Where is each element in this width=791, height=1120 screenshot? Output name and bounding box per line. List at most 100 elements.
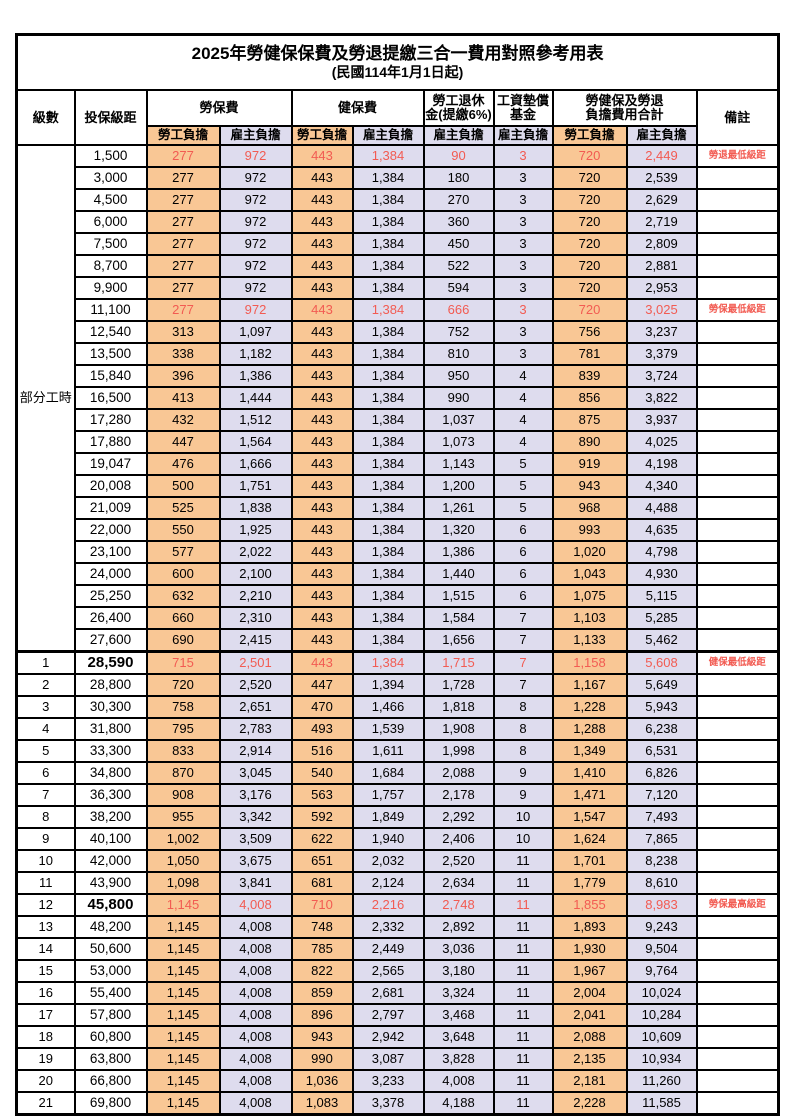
amount-cell: 3 [492,276,554,300]
amount-cell: 1,384 [351,386,425,410]
amount-cell: 1,145 [145,1003,221,1027]
amount-cell: 720 [551,276,628,300]
amount-cell: 2,022 [218,540,293,564]
amount-cell: 2,088 [551,1025,628,1049]
amount-cell: 2,651 [218,695,293,719]
subheader-labor-employer: 雇主負擔 [218,125,293,146]
amount-cell: 2,914 [218,739,293,763]
amount-cell: 1,386 [218,364,293,388]
amount-cell: 443 [290,254,354,278]
bracket-cell: 45,800 [73,893,148,917]
remark-cell [695,276,780,300]
amount-cell: 4,188 [422,1091,495,1116]
amount-cell: 1,624 [551,827,628,851]
amount-cell: 3,648 [422,1025,495,1049]
remark-cell [695,805,780,829]
amount-cell: 11 [492,1091,554,1116]
bracket-cell: 69,800 [73,1091,148,1116]
amount-cell: 4,008 [218,893,293,917]
col-header-remark: 備註 [695,89,780,146]
amount-cell: 4,008 [218,1025,293,1049]
amount-cell: 1,855 [551,893,628,917]
table-row: 13,500 338 1,182 443 1,384 810 3 781 3,379 [17,342,780,366]
amount-cell: 443 [290,320,354,344]
remark-cell [695,1003,780,1027]
amount-cell: 1,133 [551,628,628,653]
amount-cell: 10,609 [625,1025,698,1049]
amount-cell: 5,285 [625,606,698,630]
amount-cell: 5,943 [625,695,698,719]
amount-cell: 338 [145,342,221,366]
amount-cell: 1,384 [351,188,425,212]
table-row: 23,100 577 2,022 443 1,384 1,386 6 1,020 4,798 [17,540,780,564]
amount-cell: 1,384 [351,452,425,476]
remark-cell [695,452,780,476]
amount-cell: 1,967 [551,959,628,983]
amount-cell: 720 [551,144,628,168]
amount-cell: 6,238 [625,717,698,741]
amount-cell: 443 [290,188,354,212]
amount-cell: 11 [492,1047,554,1071]
bracket-cell: 42,000 [73,849,148,873]
level-cell: 7 [15,783,76,807]
amount-cell: 781 [551,342,628,366]
amount-cell: 3 [492,188,554,212]
amount-cell: 516 [290,739,354,763]
amount-cell: 1,384 [351,540,425,564]
amount-cell: 11 [492,1003,554,1027]
amount-cell: 594 [422,276,495,300]
bracket-cell: 33,300 [73,739,148,763]
amount-cell: 5 [492,474,554,498]
pension-label-line1: 勞工退休 [432,93,485,109]
remark-cell [695,320,780,344]
amount-cell: 9 [492,761,554,785]
bracket-cell: 66,800 [73,1069,148,1093]
amount-cell: 622 [290,827,354,851]
subheader-total-employer: 雇主負擔 [625,125,698,146]
amount-cell: 11 [492,915,554,939]
bracket-cell: 26,400 [73,606,148,630]
remark-cell [695,166,780,190]
amount-cell: 11 [492,1069,554,1093]
amount-cell: 8 [492,739,554,763]
amount-cell: 3 [492,210,554,234]
amount-cell: 1,908 [422,717,495,741]
amount-cell: 972 [218,210,293,234]
amount-cell: 972 [218,276,293,300]
amount-cell: 1,838 [218,496,293,520]
amount-cell: 3 [492,232,554,256]
bracket-cell: 28,590 [73,650,148,675]
amount-cell: 1,158 [551,650,628,675]
amount-cell: 8,238 [625,849,698,873]
amount-cell: 277 [145,298,221,322]
remark-cell [695,673,780,697]
remark-cell [695,695,780,719]
amount-cell: 972 [218,254,293,278]
amount-cell: 1,145 [145,1069,221,1093]
amount-cell: 1,666 [218,452,293,476]
amount-cell: 11 [492,871,554,895]
table-row: 4,500 277 972 443 1,384 270 3 720 2,629 [17,188,780,212]
amount-cell: 710 [290,893,354,917]
amount-cell: 1,145 [145,915,221,939]
remark-cell: 勞退最低級距 [695,144,780,168]
table-row: 18 60,800 1,145 4,008 943 2,942 3,648 11 2,088 10… [15,1025,780,1049]
amount-cell: 500 [145,474,221,498]
level-cell: 17 [15,1003,76,1027]
amount-cell: 4 [492,430,554,454]
amount-cell: 1,384 [351,562,425,586]
amount-cell: 1,539 [351,717,425,741]
amount-cell: 450 [422,232,495,256]
amount-cell: 1,779 [551,871,628,895]
bracket-cell: 23,100 [73,540,148,564]
table-row: 9,900 277 972 443 1,384 594 3 720 2,953 [17,276,780,300]
amount-cell: 277 [145,232,221,256]
amount-cell: 3 [492,320,554,344]
level-cell: 12 [15,893,76,917]
col-header-bracket: 投保級距 [73,89,148,146]
amount-cell: 1,050 [145,849,221,873]
amount-cell: 563 [290,783,354,807]
remark-cell [695,232,780,256]
table-row: 7 36,300 908 3,176 563 1,757 2,178 9 1,471 7,120 [15,783,780,807]
page-subtitle: (民國114年1月1日起) [331,64,464,81]
